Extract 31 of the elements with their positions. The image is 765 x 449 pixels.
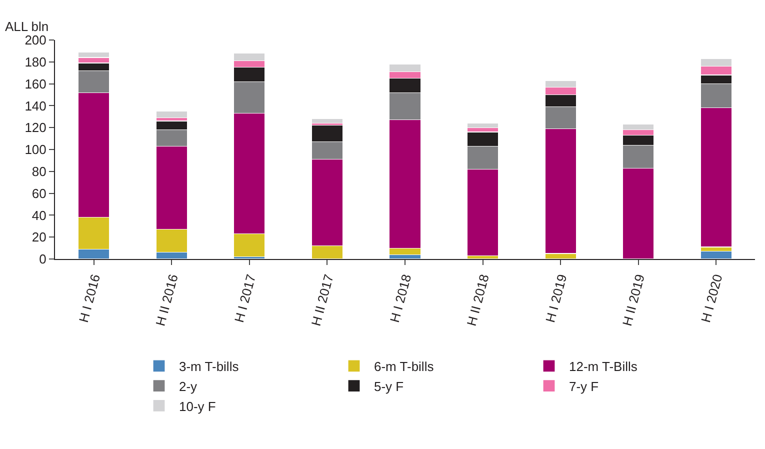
y-tick-label: 0 <box>39 252 46 267</box>
legend-label: 7-y F <box>569 378 599 394</box>
y-tick-label: 180 <box>24 54 46 70</box>
legend-label: 10-y F <box>179 398 216 414</box>
x-tick-label: H I 2017 <box>231 272 259 324</box>
x-tick-label: H II 2018 <box>464 272 492 328</box>
y-tick-label: 200 <box>24 32 46 48</box>
x-tick-label: H I 2019 <box>542 272 570 324</box>
bar <box>156 110 188 118</box>
y-tick-label: 80 <box>32 164 46 179</box>
x-tick-label: H II 2017 <box>308 272 336 328</box>
y-tick-label: 140 <box>24 98 46 114</box>
legend-label: 2-y <box>179 378 198 394</box>
x-tick-label: H I 2018 <box>386 272 414 324</box>
x-tick-label: H II 2019 <box>619 272 648 328</box>
y-tick-label: 60 <box>32 186 46 201</box>
x-tick-label: H I 2020 <box>698 272 726 324</box>
y-tick-label: 120 <box>24 120 46 136</box>
y-tick-label: 40 <box>32 208 46 223</box>
x-tick-label: H I 2016 <box>76 272 104 324</box>
y-tick-label: 160 <box>24 76 46 92</box>
bar <box>311 118 344 124</box>
legend-label: 5-y F <box>374 378 404 394</box>
legend-label: 12-m T-Bills <box>569 359 638 374</box>
y-tick-label: 100 <box>24 142 46 158</box>
y-axis-title: ALL bln <box>5 19 49 34</box>
x-tick-label: H II 2016 <box>152 272 181 328</box>
y-tick-label: 20 <box>32 230 46 245</box>
bar <box>700 251 732 259</box>
legend-label: 6-m T-bills <box>374 359 434 374</box>
legend-label: 3-m T-bills <box>179 359 240 374</box>
